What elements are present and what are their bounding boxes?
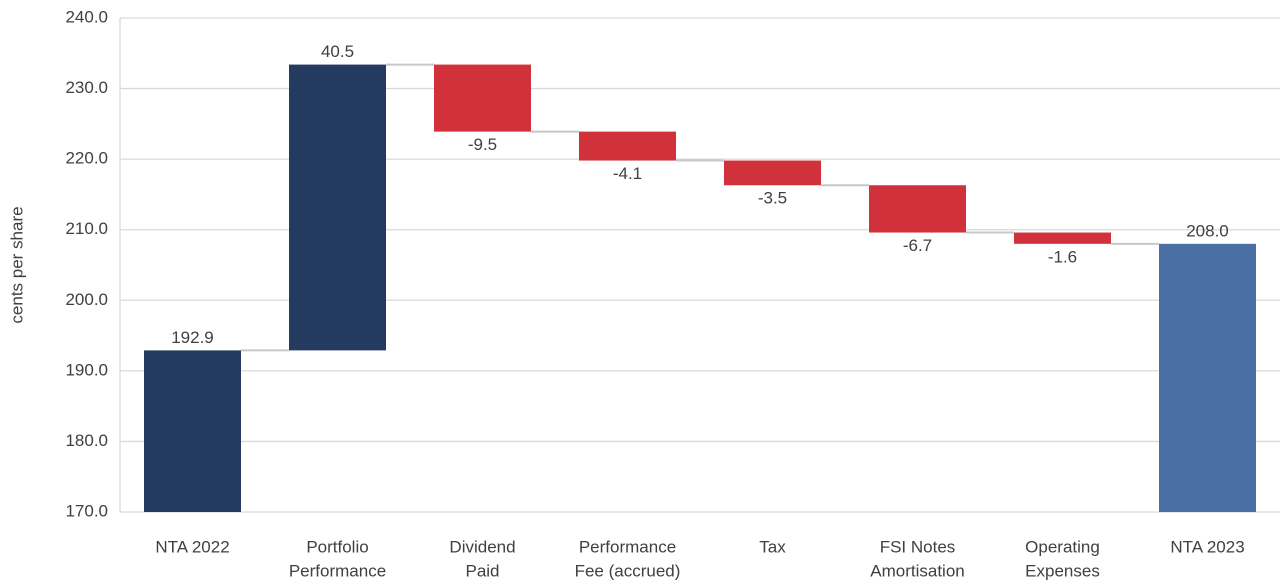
bar xyxy=(724,160,821,186)
bar xyxy=(579,131,676,161)
bar xyxy=(144,350,241,512)
value-label: -1.6 xyxy=(1048,247,1077,266)
y-tick-label: 230.0 xyxy=(65,78,108,97)
value-label: -4.1 xyxy=(613,164,642,183)
y-tick-label: 240.0 xyxy=(65,7,108,26)
x-tick-label: FSI Notes xyxy=(880,537,956,556)
x-tick-label: Expenses xyxy=(1025,561,1100,580)
x-tick-label: NTA 2022 xyxy=(155,537,229,556)
y-tick-label: 220.0 xyxy=(65,149,108,168)
x-tick-label: Paid xyxy=(465,561,499,580)
x-tick-label: Tax xyxy=(759,537,786,556)
x-tick-label: Amortisation xyxy=(870,561,964,580)
x-tick-label: Performance xyxy=(579,537,676,556)
x-tick-label: Dividend xyxy=(449,537,515,556)
y-tick-label: 190.0 xyxy=(65,360,108,379)
bar xyxy=(434,64,531,132)
value-label: -6.7 xyxy=(903,236,932,255)
value-label: 192.9 xyxy=(171,328,214,347)
value-label: 40.5 xyxy=(321,42,354,61)
value-label: -3.5 xyxy=(758,189,787,208)
x-tick-label: Portfolio xyxy=(306,537,368,556)
bar xyxy=(1014,232,1111,244)
x-tick-label: Operating xyxy=(1025,537,1100,556)
y-tick-label: 210.0 xyxy=(65,219,108,238)
x-tick-label: NTA 2023 xyxy=(1170,537,1244,556)
y-tick-label: 180.0 xyxy=(65,431,108,450)
x-tick-label: Performance xyxy=(289,561,386,580)
bar xyxy=(289,64,386,351)
value-label: -9.5 xyxy=(468,135,497,154)
value-label: 208.0 xyxy=(1186,221,1229,240)
bar xyxy=(869,185,966,233)
y-axis-label: cents per share xyxy=(7,206,26,323)
y-tick-label: 170.0 xyxy=(65,501,108,520)
bar xyxy=(1159,243,1256,513)
y-tick-label: 200.0 xyxy=(65,290,108,309)
x-tick-label: Fee (accrued) xyxy=(575,561,681,580)
